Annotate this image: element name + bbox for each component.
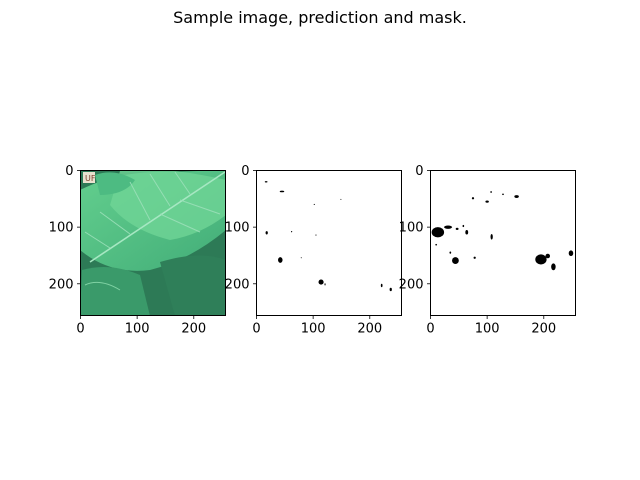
- mask-blob: [471, 197, 475, 200]
- mask-blob: [389, 287, 392, 292]
- mask-panel: 0 100 200 0 100 200: [399, 164, 576, 337]
- mask-blob: [340, 198, 342, 200]
- mask-axes: 0 100 200 0 100 200: [399, 164, 557, 337]
- ground-truth-mask: [431, 191, 574, 271]
- mask-blob: [291, 230, 293, 233]
- mask-blob: [535, 254, 547, 265]
- y-tick-label: 100: [225, 221, 250, 236]
- mask-blob: [435, 243, 438, 246]
- mask-blob: [545, 253, 551, 259]
- mask-blob: [431, 227, 445, 238]
- y-tick-label: 0: [65, 164, 73, 179]
- mask-blob: [490, 233, 493, 240]
- x-tick-label: 0: [426, 322, 434, 337]
- x-tick-label: 100: [301, 322, 326, 337]
- watermark-logo: UF: [85, 174, 96, 183]
- mask-blob: [324, 283, 326, 286]
- x-tick-label: 200: [181, 322, 206, 337]
- x-tick-label: 200: [531, 322, 556, 337]
- mask-blob: [465, 229, 469, 235]
- mask-blob: [264, 181, 268, 183]
- y-tick-label: 100: [399, 221, 424, 236]
- y-tick-label: 200: [225, 277, 250, 292]
- x-tick-label: 100: [475, 322, 500, 337]
- x-tick-label: 0: [76, 322, 84, 337]
- sample-image-axes: 0 100 200 0 100 200: [49, 164, 207, 337]
- mask-blob: [300, 257, 302, 259]
- mask-blob: [485, 200, 489, 203]
- leaf-photo: UF: [80, 170, 226, 316]
- mask-blob: [473, 256, 476, 259]
- mask-blob: [313, 203, 315, 206]
- x-tick-label: 100: [125, 322, 150, 337]
- sample-image-panel: UF 0 100 200 0 100 200: [49, 164, 226, 337]
- mask-blob: [380, 283, 383, 288]
- x-tick-label: 0: [252, 322, 260, 337]
- mask-blob: [452, 257, 459, 264]
- mask-blob: [265, 231, 268, 235]
- mask-blob: [278, 257, 283, 263]
- mask-blob: [318, 279, 324, 285]
- y-tick-label: 200: [399, 277, 424, 292]
- y-tick-label: 0: [415, 164, 423, 179]
- mask-blob: [568, 250, 574, 257]
- mask-blob: [490, 191, 492, 193]
- prediction-axes: 0 100 200 0 100 200: [225, 164, 383, 337]
- prediction-panel: 0 100 200 0 100 200: [225, 164, 402, 337]
- y-tick-label: 0: [241, 164, 249, 179]
- y-tick-label: 200: [49, 277, 74, 292]
- mask-blob: [502, 193, 504, 196]
- mask-blob: [462, 224, 465, 228]
- mask-blob: [315, 234, 317, 236]
- mask-blob: [279, 190, 285, 193]
- figure-title: Sample image, prediction and mask.: [173, 8, 467, 27]
- mask-blob: [455, 227, 459, 230]
- mask-blob: [444, 225, 453, 229]
- y-tick-label: 100: [49, 221, 74, 236]
- mask-blob: [551, 263, 556, 271]
- mask-blob: [514, 195, 519, 198]
- mask-blob: [449, 251, 452, 254]
- x-tick-label: 200: [357, 322, 382, 337]
- prediction-mask: [264, 181, 392, 292]
